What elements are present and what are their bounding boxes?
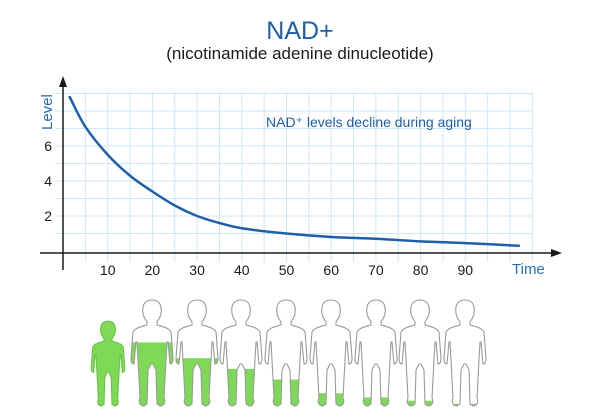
y-tick-label: 4 — [44, 173, 52, 189]
adult-figure — [443, 299, 487, 407]
body-outline — [443, 299, 487, 407]
x-tick-labels: 10 20 30 40 50 60 70 80 90 — [100, 262, 473, 278]
nad-fill-level — [131, 342, 173, 406]
y-tick-label: 6 — [44, 138, 52, 154]
nad-fill-level — [176, 358, 218, 406]
x-tick-label: 80 — [413, 262, 429, 278]
body-outline — [354, 299, 398, 407]
y-tick-label: 2 — [44, 208, 52, 224]
adult-figure — [175, 299, 219, 407]
body-outline — [309, 299, 353, 407]
chart-title: NAD+ — [266, 17, 334, 45]
y-tick-labels: 2 4 6 — [44, 138, 52, 224]
nad-fill-level — [227, 368, 255, 406]
x-tick-label: 50 — [279, 262, 295, 278]
adult-figure — [354, 299, 398, 407]
nad-fill-level — [318, 393, 344, 406]
body-outline — [130, 299, 174, 407]
x-tick-label: 30 — [189, 262, 205, 278]
x-axis-arrow-icon — [551, 249, 562, 257]
axes — [40, 76, 562, 270]
aging-figures — [90, 299, 487, 407]
nad-fill-level — [91, 321, 125, 406]
body-outline — [264, 299, 308, 407]
child-figure — [90, 320, 126, 407]
adult-figure — [398, 299, 442, 407]
adult-figure — [264, 299, 308, 407]
adult-figure — [309, 299, 353, 407]
body-outline — [175, 299, 219, 407]
chart-annotation: NAD⁺ levels decline during aging — [266, 114, 472, 130]
grid — [55, 92, 533, 262]
x-tick-label: 90 — [458, 262, 474, 278]
body-outline — [219, 299, 263, 407]
nad-level-curve — [68, 95, 521, 247]
x-tick-label: 60 — [323, 262, 339, 278]
x-tick-label: 40 — [234, 262, 250, 278]
chart-subtitle: (nicotinamide adenine dinucleotide) — [166, 44, 434, 63]
adult-figure — [130, 299, 174, 407]
x-tick-label: 10 — [100, 262, 116, 278]
body-outline — [398, 299, 442, 407]
y-axis-arrow-icon — [59, 76, 67, 87]
y-axis-label: Level — [39, 94, 56, 130]
nad-fill-level — [273, 379, 299, 406]
nad-fill-level — [363, 397, 389, 406]
x-axis-label: Time — [512, 261, 545, 278]
x-tick-label: 70 — [368, 262, 384, 278]
body-outline — [90, 320, 126, 407]
adult-figure — [219, 299, 263, 407]
x-tick-label: 20 — [145, 262, 161, 278]
